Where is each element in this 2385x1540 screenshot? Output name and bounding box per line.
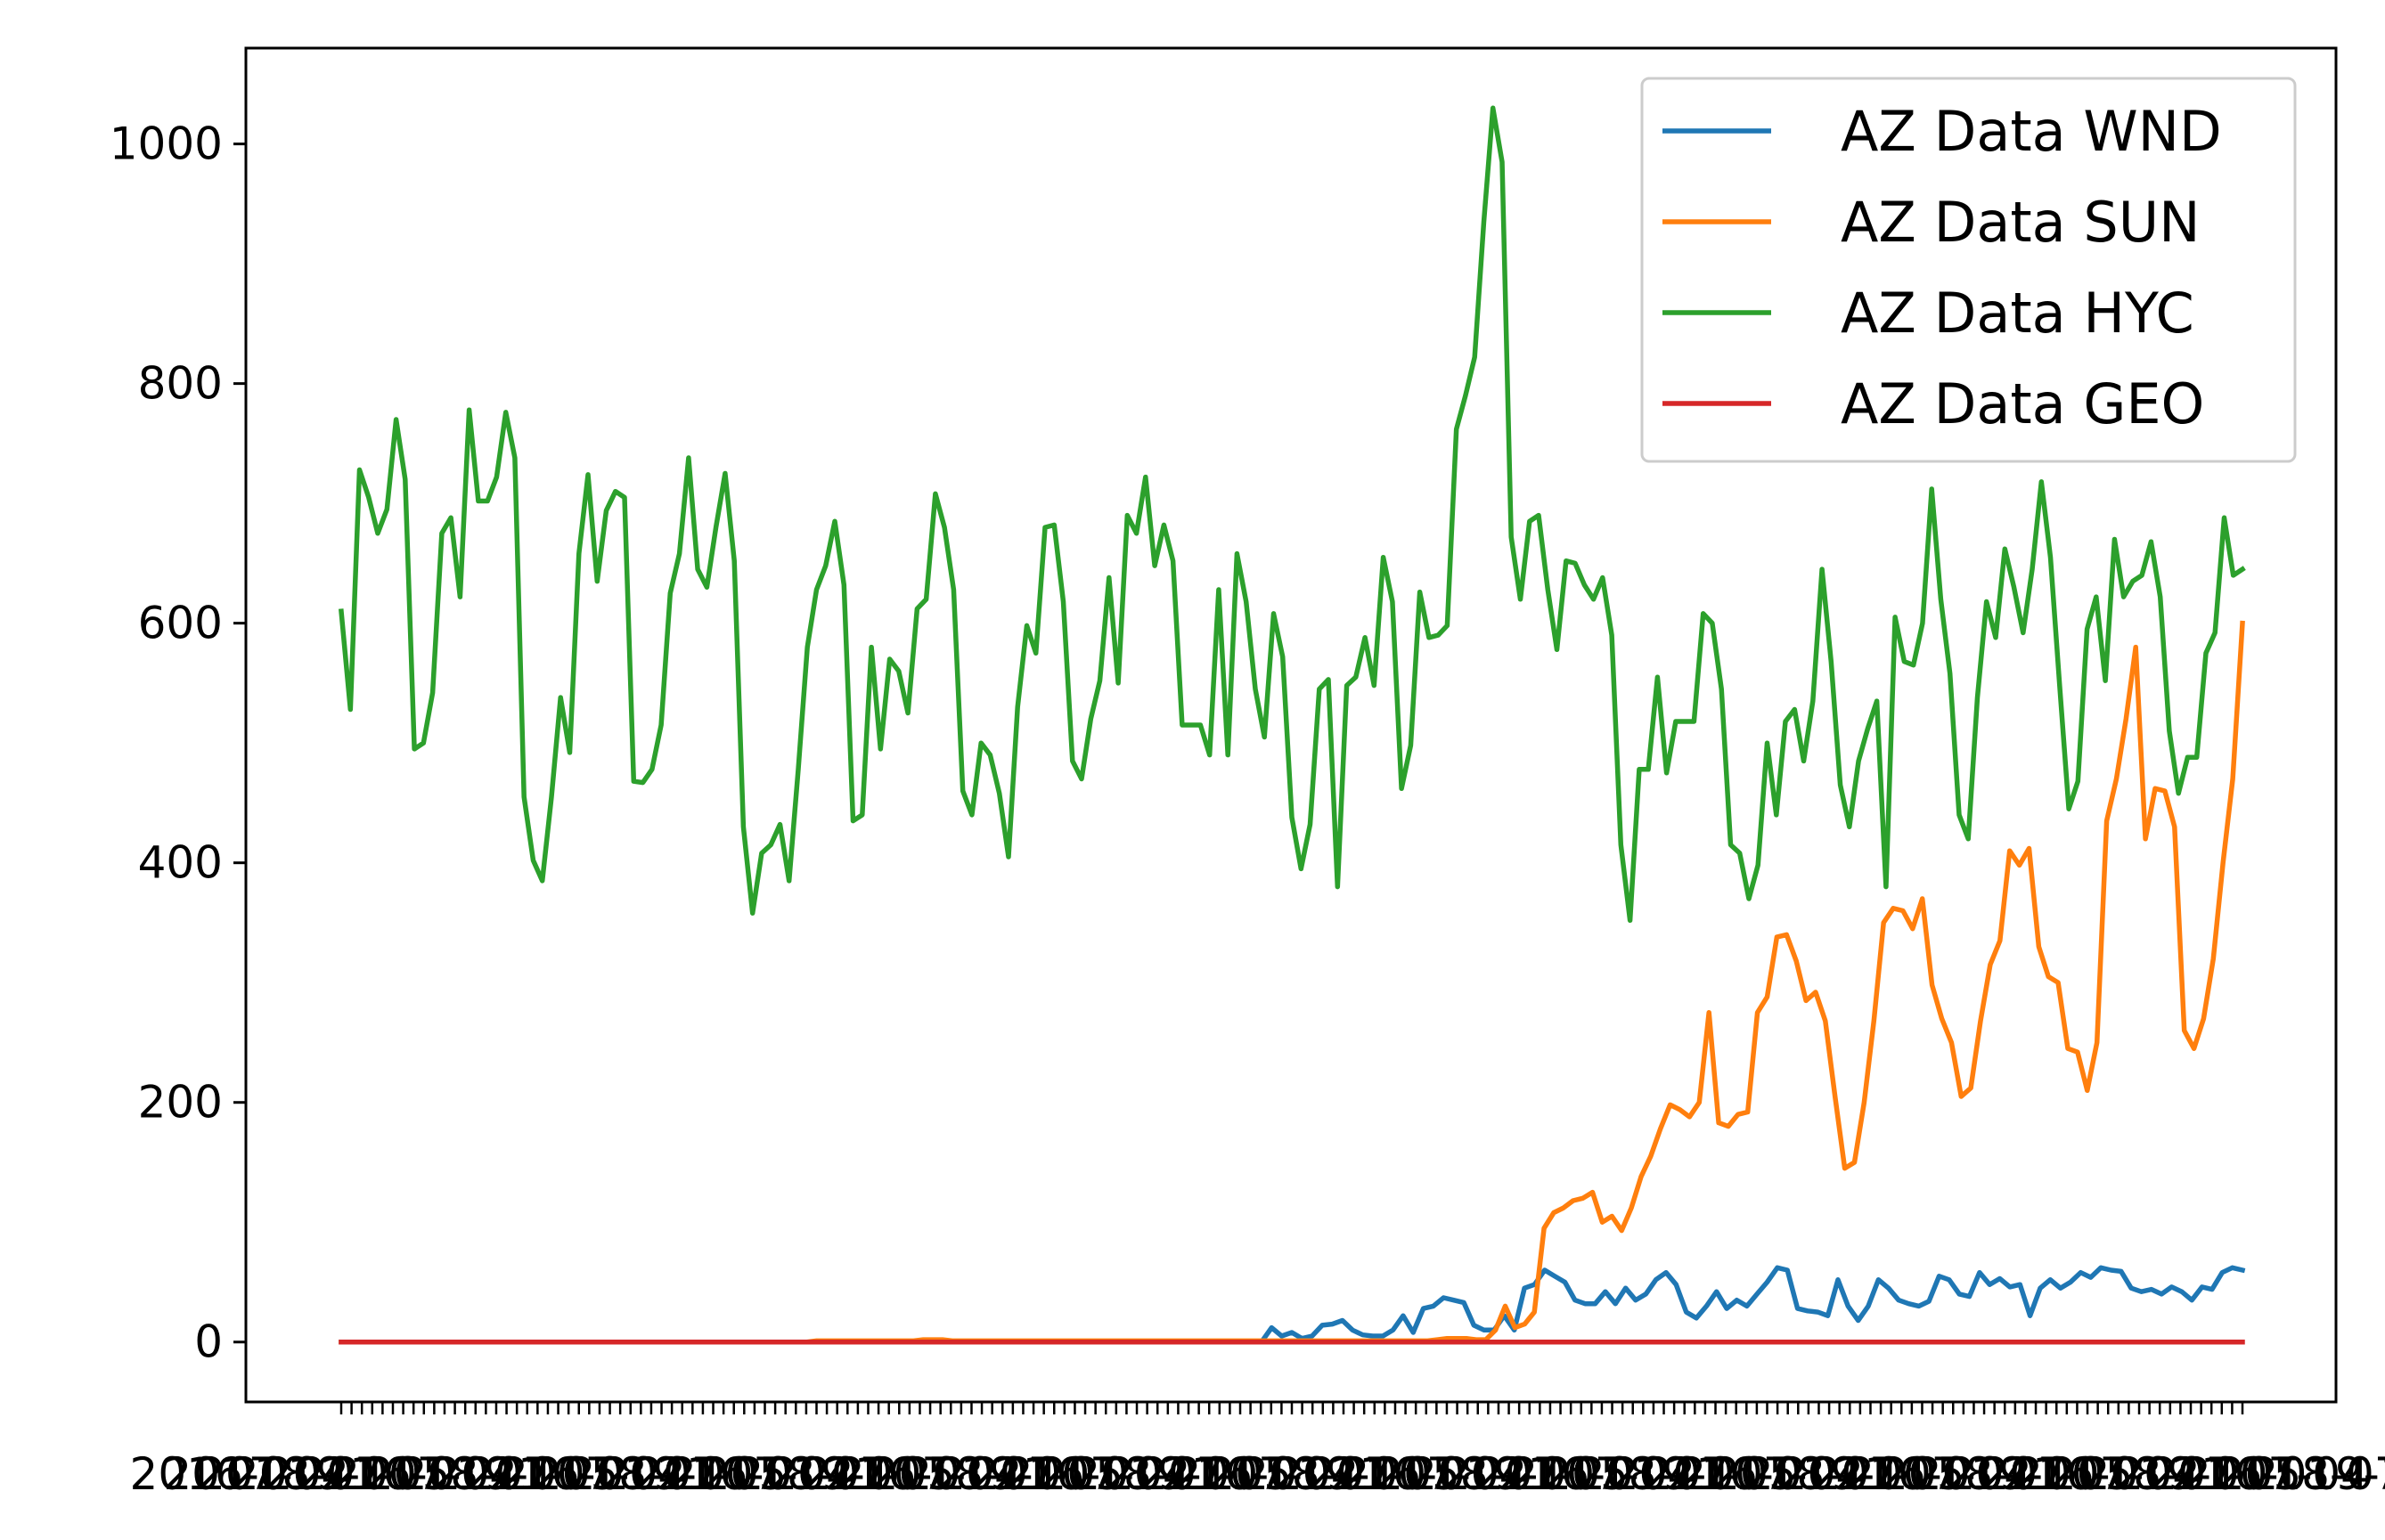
y-axis-ticks: 0 200 400 600 800 1000 <box>110 118 246 1368</box>
legend-label: AZ Data SUN <box>1841 190 2200 255</box>
x-tick-label: 2016-01 <box>130 1448 316 1500</box>
x-tick-label: 2021-05 <box>433 1448 619 1500</box>
x-tick-label: 2016-01 <box>803 1448 989 1500</box>
x-tick-label: 2018-07 <box>702 1448 888 1500</box>
x-tick-label: 2019-10 <box>1577 1448 1763 1500</box>
x-tick-label: 2016-01 <box>1139 1448 1326 1500</box>
x-tick-label: 2018-07 <box>870 1448 1057 1500</box>
x-tick-label: 2016-01 <box>298 1448 484 1500</box>
legend-label: AZ Data WND <box>1841 99 2222 164</box>
series-lines <box>339 105 2246 1345</box>
x-tick-label: 2016-01 <box>2149 1448 2335 1500</box>
plot-frame <box>244 46 2338 1404</box>
series-line-az-data-hyc <box>339 105 2246 924</box>
x-tick-label: 2021-05 <box>1779 1448 1965 1500</box>
x-tick-label: 2019-10 <box>1745 1448 1932 1500</box>
x-tick-label: 2018-07 <box>1880 1448 2066 1500</box>
x-tick-label: 2016-01 <box>971 1448 1157 1500</box>
legend-label: AZ Data HYC <box>1841 281 2194 346</box>
x-tick-label: 2021-05 <box>1106 1448 1292 1500</box>
x-tick-label: 2021-05 <box>2115 1448 2301 1500</box>
x-tick-label: 2016-01 <box>1308 1448 1494 1500</box>
x-tick-label: 2017-04 <box>1005 1448 1191 1500</box>
y-tick-label: 600 <box>138 598 223 649</box>
x-tick-label: 2018-07 <box>1711 1448 1898 1500</box>
x-tick-label: 2019-10 <box>1914 1448 2100 1500</box>
x-tick-label: 2016-01 <box>634 1448 821 1500</box>
x-tick-label: 2017-04 <box>837 1448 1023 1500</box>
y-tick-label: 0 <box>194 1316 223 1368</box>
x-axis-ticks <box>339 1402 2244 1414</box>
x-tick-label: 2018-07 <box>2217 1448 2385 1500</box>
y-tick-label: 1000 <box>110 118 223 170</box>
x-tick-label: 2016-01 <box>466 1448 652 1500</box>
x-tick-label: 2019-10 <box>231 1448 417 1500</box>
x-tick-label: 2017-04 <box>1846 1448 2032 1500</box>
x-tick-label: 2021-05 <box>1948 1448 2134 1500</box>
x-tick-label: 2018-07 <box>1375 1448 1561 1500</box>
x-tick-label: 2019-10 <box>903 1448 1090 1500</box>
x-tick-label: 2021-05 <box>600 1448 787 1500</box>
x-tick-label: 2016-01 <box>1981 1448 2167 1500</box>
x-tick-label: 2019-10 <box>2250 1448 2385 1500</box>
x-tick-label: 2019-10 <box>1072 1448 1258 1500</box>
x-tick-label: 2019-10 <box>736 1448 922 1500</box>
legend-box <box>1640 77 2297 463</box>
x-tick-label: 2017-04 <box>668 1448 854 1500</box>
x-tick-label: 2017-04 <box>1173 1448 1360 1500</box>
x-tick-label: 2021-05 <box>937 1448 1123 1500</box>
legend-label: AZ Data GEO <box>1841 371 2204 436</box>
x-tick-label: 2016-01 <box>1645 1448 1831 1500</box>
x-tick-label: 2018-07 <box>1039 1448 1225 1500</box>
x-tick-label: 2017-04 <box>500 1448 686 1500</box>
x-tick-label: 2018-07 <box>365 1448 551 1500</box>
x-tick-label: 2021-05 <box>1442 1448 1629 1500</box>
x-tick-label: 2017-04 <box>331 1448 518 1500</box>
x-tick-label: 2019-10 <box>399 1448 585 1500</box>
x-tick-label: 2017-04 <box>1342 1448 1528 1500</box>
x-tick-label: 2016-01 <box>1476 1448 1662 1500</box>
x-tick-label: 2018-07 <box>1543 1448 1729 1500</box>
x-tick-label: 2017-04 <box>1509 1448 1695 1500</box>
x-tick-label: 2019-10 <box>1240 1448 1426 1500</box>
y-tick-label: 400 <box>138 837 223 889</box>
x-tick-label: 2021-05 <box>265 1448 451 1500</box>
y-tick-label: 200 <box>138 1077 223 1129</box>
legend: AZ Data WND AZ Data SUN AZ Data HYC AZ Data… <box>1640 77 2297 463</box>
x-tick-label: 2017-04 <box>2183 1448 2369 1500</box>
x-tick-label: 2018-07 <box>197 1448 383 1500</box>
x-tick-label: 2018-07 <box>1206 1448 1393 1500</box>
y-tick-label: 800 <box>138 358 223 410</box>
x-tick-label: 2021-05 <box>1274 1448 1460 1500</box>
x-tick-label: 2017-04 <box>1678 1448 1864 1500</box>
x-tick-label: 2021-05 <box>769 1448 955 1500</box>
x-tick-label: 2021-05 <box>1611 1448 1797 1500</box>
x-tick-label: 2019-10 <box>568 1448 754 1500</box>
x-tick-label: 2018-07 <box>534 1448 720 1500</box>
x-tick-label: 2019-10 <box>1409 1448 1595 1500</box>
x-tick-label: 2017-04 <box>2014 1448 2201 1500</box>
x-tick-label: 2017-04 <box>163 1448 349 1500</box>
x-tick-label: 2016-01 <box>1812 1448 1998 1500</box>
x-tick-label: 2018-07 <box>2048 1448 2234 1500</box>
x-axis-tick-labels: 2016-012017-042018-072019-102021-052016-… <box>130 1448 2385 1500</box>
x-tick-label: 2019-10 <box>2082 1448 2268 1500</box>
